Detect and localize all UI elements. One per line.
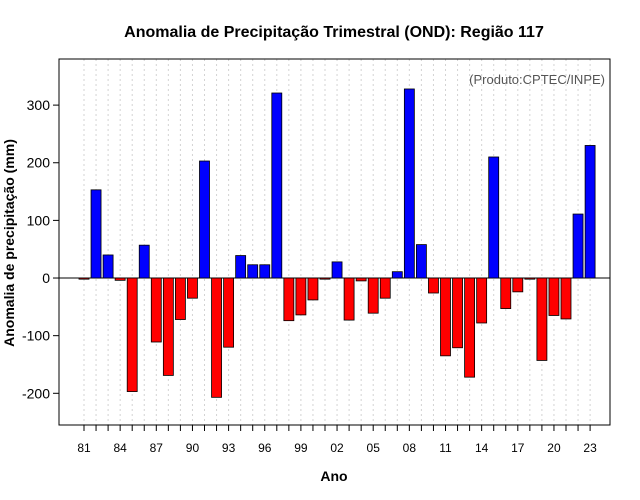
x-tick-label: 02 <box>330 441 344 455</box>
x-tick-label: 81 <box>77 441 91 455</box>
bar-1986 <box>138 244 150 279</box>
plot-frame <box>58 58 611 426</box>
x-tick-label: 11 <box>439 441 452 455</box>
y-tick-label: 200 <box>27 155 51 171</box>
x-tick-label: 14 <box>475 441 489 455</box>
bar-1993 <box>223 277 235 348</box>
x-axis-label: Ano <box>320 468 347 484</box>
bar-2011 <box>440 277 451 357</box>
bar-2015 <box>488 156 500 279</box>
bar-1982 <box>90 189 102 279</box>
grid-lines <box>83 59 591 425</box>
bar-2009 <box>415 244 427 279</box>
bar-1999 <box>295 277 307 316</box>
bar-2017 <box>512 277 524 293</box>
bar-1985 <box>126 277 138 392</box>
bar-2014 <box>476 277 488 324</box>
x-tick-label: 23 <box>583 441 597 455</box>
x-tick-label: 84 <box>113 441 127 455</box>
y-tick-label: -200 <box>22 385 50 401</box>
x-tick-label: 93 <box>222 441 236 455</box>
bar-2010 <box>428 277 439 294</box>
y-tick-label: 300 <box>27 97 51 113</box>
bar-1997 <box>271 92 283 279</box>
x-tick-label: 99 <box>294 441 308 455</box>
bar-1983 <box>102 254 114 279</box>
bar-2022 <box>572 213 584 279</box>
chart-title: Anomalia de Precipitação Trimestral (OND… <box>124 24 544 41</box>
y-axis-label: Anomalia de precipitação (mm) <box>1 139 17 347</box>
x-axis: 81 84 87 90 93 96 99 02 05 08 11 14 17 20 23 <box>77 425 597 455</box>
bar-1994 <box>235 255 247 279</box>
bar-2006 <box>379 277 391 299</box>
bar-2002 <box>331 261 343 279</box>
y-tick-label: 100 <box>27 212 51 228</box>
x-tick-label: 96 <box>258 441 272 455</box>
bar-1991 <box>199 160 210 279</box>
bar-2020 <box>548 277 560 316</box>
y-tick-label: -100 <box>22 328 50 344</box>
bar-1987 <box>150 277 162 343</box>
x-tick-label: 05 <box>367 441 381 455</box>
bar-1995 <box>247 264 259 279</box>
bar-2016 <box>500 277 512 309</box>
x-tick-label: 87 <box>150 441 164 455</box>
bar-1988 <box>162 277 174 376</box>
bar-1998 <box>283 277 295 322</box>
source-note: (Produto:CPTEC/INPE) <box>469 72 605 87</box>
bars-group <box>78 88 596 398</box>
bar-2004 <box>355 277 367 282</box>
x-tick-label: 17 <box>511 441 525 455</box>
x-tick-label: 08 <box>403 441 417 455</box>
bar-1981 <box>78 277 90 280</box>
bar-2001 <box>319 277 331 280</box>
bar-2019 <box>536 277 548 361</box>
bar-2013 <box>464 277 476 378</box>
bar-2021 <box>560 277 572 320</box>
bar-2023 <box>584 145 596 279</box>
y-tick-label: 0 <box>42 270 50 286</box>
bar-1989 <box>174 277 186 320</box>
bar-2008 <box>403 88 415 279</box>
bar-2007 <box>391 271 403 279</box>
x-tick-label: 20 <box>547 441 561 455</box>
bar-1992 <box>211 277 222 398</box>
bar-2003 <box>343 277 355 321</box>
bar-2005 <box>367 277 379 314</box>
bar-1984 <box>114 277 126 281</box>
y-axis: -200 -100 0 100 200 300 <box>22 97 59 401</box>
bar-1990 <box>187 277 198 299</box>
bar-2018 <box>524 277 536 280</box>
bar-2012 <box>452 277 463 349</box>
bar-1996 <box>259 264 271 279</box>
x-tick-label: 90 <box>186 441 200 455</box>
bar-2000 <box>307 277 319 301</box>
